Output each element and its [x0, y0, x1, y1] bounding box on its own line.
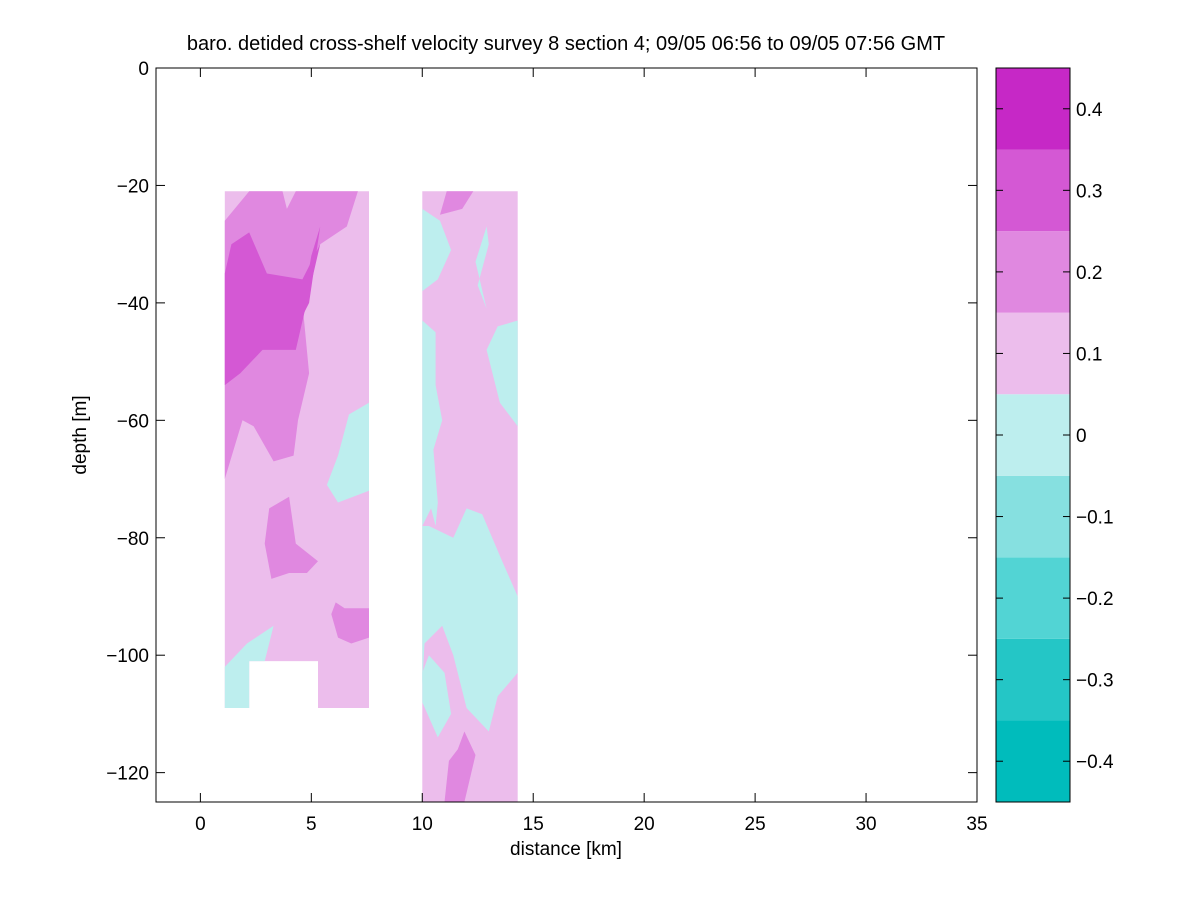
contour-region-west-5: [331, 602, 369, 644]
contour-region-east-9: [440, 191, 474, 215]
chart-title: baro. detided cross-shelf velocity surve…: [187, 33, 945, 55]
x-axis-label: distance [km]: [510, 839, 622, 860]
colorbar-tick-label: −0.3: [1076, 671, 1114, 692]
x-tick-label: 15: [523, 814, 544, 835]
y-tick-label: −40: [117, 294, 149, 315]
colorbar-band: [996, 720, 1070, 802]
contour-region-west-3: [300, 226, 321, 321]
colorbar-tick-label: −0.4: [1076, 752, 1114, 773]
x-tick-label: 35: [966, 814, 987, 835]
colorbar-band: [996, 475, 1070, 558]
colorbar-tick-label: −0.2: [1076, 589, 1114, 610]
x-tick-label: 0: [195, 814, 206, 835]
colorbar: [996, 68, 1070, 802]
x-tick-label: 10: [412, 814, 433, 835]
colorbar-tick-label: 0.1: [1076, 344, 1102, 365]
colorbar-band: [996, 557, 1070, 639]
plot-frame: [155, 67, 978, 803]
colorbar-band: [996, 312, 1070, 395]
colorbar-ticks: −0.4 −0.3 −0.2 −0.1 0 0.1 0.2 0.3 0.4: [996, 100, 1114, 773]
contour-region-east-15: [422, 655, 452, 738]
contour-region-west-7: [326, 402, 369, 503]
contour-region-east-11: [475, 226, 489, 309]
x-tick-label: 25: [745, 814, 766, 835]
x-tick-label: 30: [855, 814, 876, 835]
colorbar-tick-label: 0.2: [1076, 263, 1102, 284]
contour-region-east-16: [444, 731, 476, 802]
y-tick-label: −120: [106, 764, 149, 785]
y-tick-label: −60: [117, 411, 149, 432]
colorbar-band: [996, 231, 1070, 313]
contour-region-east-14: [422, 508, 518, 732]
y-tick-label: −20: [117, 176, 149, 197]
colorbar-band: [996, 68, 1070, 150]
y-axis-ticks: 0 −20 −40 −60 −80 −100 −120: [106, 59, 977, 785]
x-axis-ticks: 0 5 10 15 20 25 30 35: [195, 68, 988, 835]
colorbar-tick-label: −0.1: [1076, 508, 1114, 529]
colorbar-tick-label: 0.3: [1076, 181, 1102, 202]
colorbar-band: [996, 149, 1070, 232]
y-tick-label: −100: [106, 646, 149, 667]
contour-region-west-2: [224, 232, 321, 386]
y-axis-label: depth [m]: [70, 395, 91, 474]
colorbar-tick-label: 0.4: [1076, 100, 1103, 121]
y-tick-label: 0: [138, 59, 149, 80]
colorbar-band: [996, 638, 1070, 721]
contour-regions: [224, 191, 518, 803]
x-tick-label: 5: [306, 814, 317, 835]
contour-region-west-6: [224, 625, 274, 708]
colorbar-tick-label: 0: [1076, 426, 1087, 447]
contour-region-east-12: [422, 208, 452, 292]
x-tick-label: 20: [634, 814, 655, 835]
contour-region-east-10: [477, 191, 518, 427]
contour-region-east-13: [422, 320, 443, 526]
y-tick-label: −80: [117, 529, 149, 550]
colorbar-band: [996, 394, 1070, 476]
contour-region-west-4: [264, 496, 318, 579]
